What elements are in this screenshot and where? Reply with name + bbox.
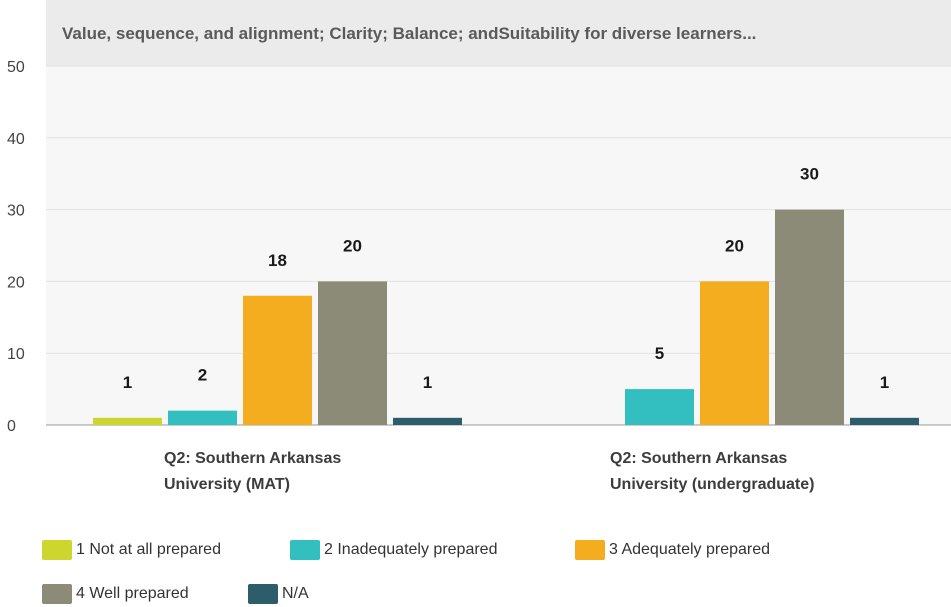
category-label: University (undergraduate) <box>610 476 814 493</box>
y-tick-label: 0 <box>7 418 16 435</box>
bar <box>93 417 162 425</box>
data-label: 1 <box>123 373 132 392</box>
legend-label: 1 Not at all prepared <box>76 541 221 558</box>
legend-label: 2 Inadequately prepared <box>324 541 498 558</box>
data-label: 2 <box>198 366 207 385</box>
bar <box>318 281 387 425</box>
legend-swatch <box>42 584 72 604</box>
category-label: Q2: Southern Arkansas <box>610 450 787 467</box>
title-band <box>46 0 951 66</box>
bar <box>243 295 312 425</box>
bar <box>775 209 844 425</box>
legend-swatch <box>42 540 72 560</box>
legend-label: N/A <box>282 585 309 602</box>
category-label: Q2: Southern Arkansas <box>164 450 341 467</box>
data-label: 5 <box>655 344 664 363</box>
data-label: 20 <box>725 236 744 255</box>
bar <box>625 389 694 425</box>
data-label: 1 <box>880 373 889 392</box>
bar <box>850 417 919 425</box>
y-tick-label: 30 <box>7 203 25 220</box>
legend-item: 3 Adequately prepared <box>575 540 770 560</box>
legend-item: N/A <box>248 584 309 604</box>
data-label: 30 <box>800 165 819 184</box>
chart-title: Value, sequence, and alignment; Clarity;… <box>62 24 756 43</box>
legend-swatch <box>290 540 320 560</box>
bar <box>393 417 462 425</box>
y-tick-label: 10 <box>7 346 25 363</box>
data-label: 1 <box>423 373 432 392</box>
legend-item: 2 Inadequately prepared <box>290 540 497 560</box>
legend-swatch <box>575 540 605 560</box>
plot-area: 0 10 20 30 40 50 1 2 5 18 20 20 30 1 1 Q2: Southern Ark… <box>7 59 951 493</box>
legend-label: 3 Adequately prepared <box>609 541 771 558</box>
legend-label: 4 Well prepared <box>76 585 189 602</box>
y-tick-label: 20 <box>7 274 25 291</box>
bar <box>700 281 769 425</box>
y-tick-label: 40 <box>7 131 25 148</box>
data-label: 18 <box>268 251 287 270</box>
bar <box>168 410 237 425</box>
legend-item: 4 Well prepared <box>42 584 189 604</box>
data-label: 20 <box>343 236 362 255</box>
bar-chart: Value, sequence, and alignment; Clarity;… <box>7 0 951 493</box>
legend-item: 1 Not at all prepared <box>42 540 221 560</box>
legend-swatch <box>248 584 278 604</box>
y-tick-label: 50 <box>7 59 25 76</box>
category-label: University (MAT) <box>164 476 290 493</box>
